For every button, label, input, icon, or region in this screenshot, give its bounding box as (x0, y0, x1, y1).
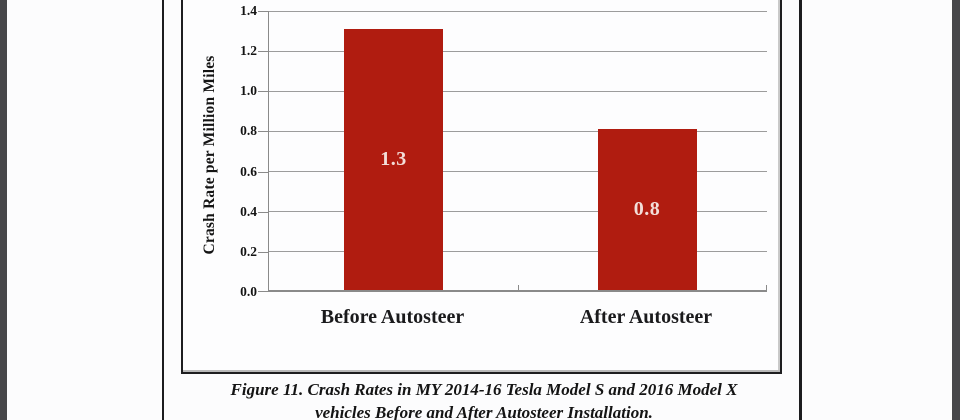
plot-area: 1.3 0.8 (258, 10, 767, 292)
caption-ghost-artifact: vehicles Before and After Autosteer Inst… (166, 418, 802, 420)
bar-after-autosteer: 0.8 (597, 129, 697, 290)
y-tick-label-0.4: 0.4 (240, 203, 257, 219)
gridline-1.0 (269, 90, 767, 92)
gridline-1.2 (269, 50, 767, 52)
bar-value-label: 1.3 (380, 148, 407, 171)
y-tick-label-1.2: 1.2 (240, 43, 257, 59)
y-tick-mark-1.0 (258, 91, 269, 93)
y-tick-mark-1.2 (258, 51, 269, 53)
y-tick-label-0.0: 0.0 (240, 284, 257, 299)
y-tick-mark-0.4 (258, 211, 269, 213)
y-tick-label-1.0: 1.0 (240, 83, 257, 99)
gridline-0.2 (269, 251, 767, 253)
table-cell-border-left (162, 0, 164, 420)
x-category-label-after-autosteer: After Autosteer (579, 306, 713, 328)
table-cell-border-right (799, 0, 802, 420)
figure-caption-line-2: vehicles Before and After Autosteer Inst… (315, 403, 653, 420)
y-tick-mark-0.6 (258, 171, 269, 173)
y-tick-label-1.4: 1.4 (240, 3, 257, 18)
gridline-0.6 (269, 171, 767, 173)
gridline-0.8 (269, 130, 767, 132)
y-tick-mark-0.2 (258, 251, 269, 253)
bar-before-autosteer: 1.3 (344, 29, 443, 290)
bar-value-label: 0.8 (633, 198, 661, 221)
gridline-1.4 (269, 10, 767, 12)
figure-caption-line-1: Figure 11. Crash Rates in MY 2014-16 Tes… (230, 380, 738, 399)
viewer-gutter-right (952, 0, 960, 420)
viewer-gutter-left (0, 0, 7, 420)
y-tick-mark-1.4 (258, 11, 269, 12)
y-tick-label-0.6: 0.6 (240, 163, 257, 179)
document-page: Crash Rate per Million Miles 1.4 1.2 1.0 0.… (7, 0, 952, 420)
gridline-0.4 (269, 211, 767, 213)
y-tick-label-0.2: 0.2 (240, 243, 257, 259)
x-tick-mark-1 (766, 285, 767, 292)
figure-caption: Figure 11. Crash Rates in MY 2014-16 Tes… (166, 378, 802, 420)
y-tick-mark-0.0 (258, 291, 269, 292)
y-tick-mark-0.8 (258, 131, 269, 133)
x-tick-mark-0 (518, 285, 519, 292)
x-category-label-before-autosteer: Before Autosteer (320, 306, 465, 328)
y-tick-label-0.8: 0.8 (240, 123, 257, 139)
